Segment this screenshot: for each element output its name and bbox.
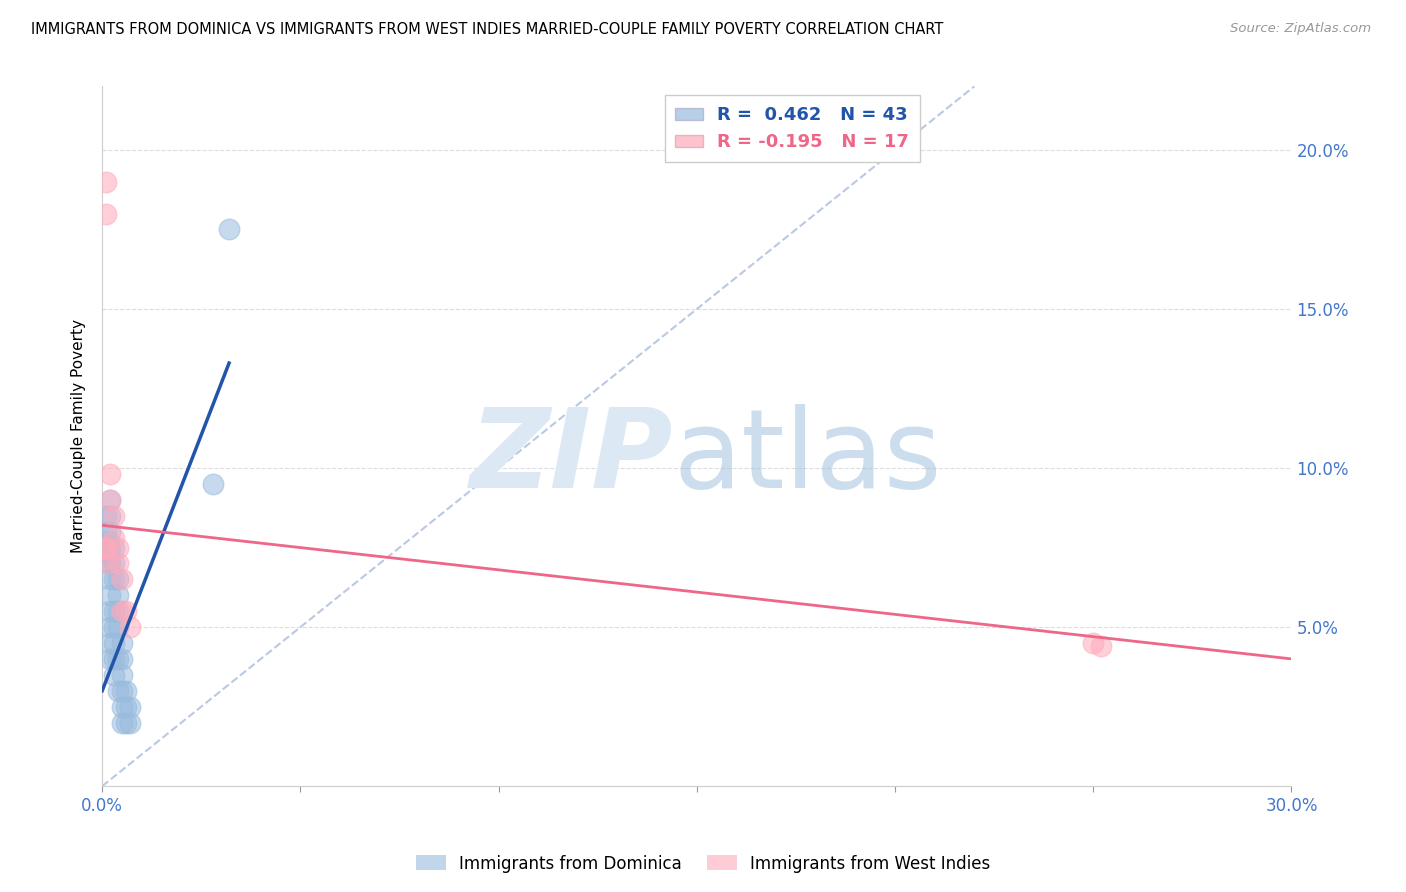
- Point: [98, 588, 121, 602]
- Point: [111, 573, 134, 587]
- Point: [218, 222, 240, 236]
- Point: [115, 699, 138, 714]
- Text: IMMIGRANTS FROM DOMINICA VS IMMIGRANTS FROM WEST INDIES MARRIED-COUPLE FAMILY PO: IMMIGRANTS FROM DOMINICA VS IMMIGRANTS F…: [31, 22, 943, 37]
- Point: [107, 604, 129, 618]
- Point: [111, 668, 134, 682]
- Point: [111, 699, 134, 714]
- Point: [107, 588, 129, 602]
- Point: [97, 534, 120, 549]
- Point: [118, 699, 141, 714]
- Point: [115, 683, 138, 698]
- Point: [97, 547, 120, 561]
- Point: [111, 652, 134, 666]
- Point: [118, 715, 141, 730]
- Point: [96, 541, 118, 555]
- Point: [98, 573, 121, 587]
- Point: [98, 524, 121, 539]
- Point: [103, 604, 125, 618]
- Point: [98, 557, 121, 571]
- Point: [103, 636, 125, 650]
- Point: [107, 620, 129, 634]
- Point: [98, 541, 121, 555]
- Point: [98, 492, 121, 507]
- Point: [1083, 636, 1105, 650]
- Point: [115, 715, 138, 730]
- Point: [107, 557, 129, 571]
- Point: [93, 541, 115, 555]
- Point: [103, 557, 125, 571]
- Text: atlas: atlas: [673, 404, 942, 511]
- Point: [111, 715, 134, 730]
- Point: [96, 524, 118, 539]
- Point: [111, 636, 134, 650]
- Point: [111, 604, 134, 618]
- Point: [202, 477, 225, 491]
- Y-axis label: Married-Couple Family Poverty: Married-Couple Family Poverty: [72, 319, 86, 553]
- Point: [103, 573, 125, 587]
- Point: [103, 652, 125, 666]
- Point: [96, 508, 118, 523]
- Point: [103, 531, 125, 545]
- Point: [98, 636, 121, 650]
- Point: [98, 620, 121, 634]
- Point: [97, 557, 120, 571]
- Point: [115, 604, 138, 618]
- Point: [118, 620, 141, 634]
- Point: [98, 508, 121, 523]
- Point: [107, 573, 129, 587]
- Point: [107, 652, 129, 666]
- Point: [96, 175, 118, 189]
- Text: Source: ZipAtlas.com: Source: ZipAtlas.com: [1230, 22, 1371, 36]
- Point: [103, 620, 125, 634]
- Legend: Immigrants from Dominica, Immigrants from West Indies: Immigrants from Dominica, Immigrants fro…: [409, 848, 997, 880]
- Point: [107, 683, 129, 698]
- Legend: R =  0.462   N = 43, R = -0.195   N = 17: R = 0.462 N = 43, R = -0.195 N = 17: [665, 95, 920, 162]
- Point: [111, 683, 134, 698]
- Text: ZIP: ZIP: [470, 404, 673, 511]
- Point: [103, 668, 125, 682]
- Point: [98, 492, 121, 507]
- Point: [98, 652, 121, 666]
- Point: [98, 467, 121, 482]
- Point: [103, 541, 125, 555]
- Point: [107, 541, 129, 555]
- Point: [97, 557, 120, 571]
- Point: [98, 604, 121, 618]
- Point: [103, 508, 125, 523]
- Point: [96, 206, 118, 220]
- Point: [1090, 639, 1112, 653]
